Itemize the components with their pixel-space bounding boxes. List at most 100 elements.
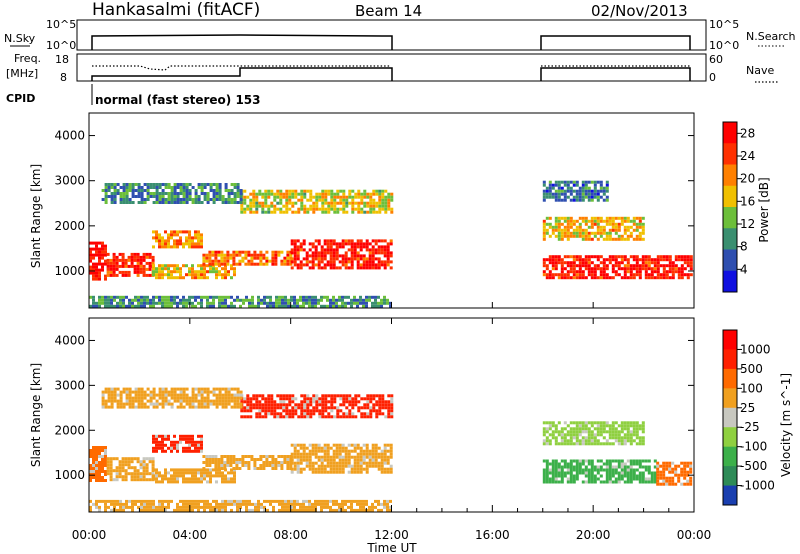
power-echo-cell bbox=[256, 256, 260, 260]
velocity-echo-cell bbox=[575, 462, 579, 466]
velocity-echo-cell bbox=[599, 424, 603, 428]
power-echo-cell bbox=[342, 201, 346, 205]
power-echo-cell bbox=[98, 277, 101, 281]
velocity-echo-cell bbox=[206, 468, 209, 472]
power-echo-cell bbox=[145, 252, 149, 256]
power-echo-cell bbox=[89, 241, 92, 245]
velocity-echo-cell bbox=[605, 477, 609, 481]
velocity-echo-cell bbox=[152, 477, 155, 481]
velocity-echo-cell bbox=[203, 474, 206, 478]
velocity-echo-cell bbox=[247, 461, 251, 464]
velocity-echo-cell bbox=[302, 452, 306, 456]
power-echo-cell bbox=[602, 264, 606, 268]
velocity-echo-cell bbox=[335, 502, 338, 506]
power-echo-cell bbox=[686, 264, 690, 268]
power-echo-cell bbox=[377, 266, 381, 270]
velocity-echo-cell bbox=[185, 502, 188, 506]
velocity-echo-cell bbox=[605, 459, 609, 463]
velocity-echo-cell bbox=[230, 502, 233, 506]
velocity-echo-cell bbox=[593, 421, 597, 425]
power-echo-cell bbox=[290, 248, 294, 252]
velocity-echo-cell bbox=[584, 436, 588, 440]
velocity-echo-cell bbox=[182, 437, 185, 441]
velocity-echo-cell bbox=[148, 457, 152, 461]
power-echo-cell bbox=[339, 198, 343, 202]
power-echo-cell bbox=[182, 198, 186, 201]
velocity-echo-cell bbox=[279, 412, 283, 416]
velocity-echo-cell bbox=[218, 399, 222, 403]
power-echo-cell bbox=[605, 276, 609, 280]
power-echo-cell bbox=[357, 195, 361, 199]
power-echo-cell bbox=[176, 230, 179, 234]
velocity-echo-cell bbox=[341, 470, 345, 474]
velocity-echo-cell bbox=[314, 446, 318, 450]
power-echo-cell bbox=[632, 228, 636, 232]
velocity-echo-cell bbox=[233, 393, 237, 397]
power-echo-cell bbox=[554, 198, 558, 202]
velocity-echo-cell bbox=[668, 482, 672, 486]
velocity-echo-cell bbox=[587, 427, 591, 431]
power-echo-cell bbox=[362, 298, 365, 302]
velocity-echo-cell bbox=[224, 405, 228, 409]
velocity-echo-cell bbox=[545, 430, 549, 434]
power-echo-cell bbox=[626, 234, 630, 238]
velocity-echo-cell bbox=[327, 394, 331, 398]
power-echo-cell bbox=[89, 247, 92, 251]
power-echo-cell bbox=[155, 183, 159, 186]
velocity-echo-cell bbox=[320, 499, 323, 503]
velocity-echo-cell bbox=[205, 464, 209, 467]
power-echo-cell bbox=[140, 295, 143, 299]
power-echo-cell bbox=[276, 201, 280, 205]
power-echo-cell bbox=[321, 192, 325, 196]
power-echo-cell bbox=[587, 189, 591, 193]
power-echo-cell bbox=[575, 183, 579, 187]
power-echo-cell bbox=[341, 304, 344, 308]
power-echo-cell bbox=[285, 198, 289, 202]
power-echo-cell bbox=[104, 259, 107, 263]
velocity-echo-cell bbox=[333, 394, 337, 398]
power-echo-cell bbox=[599, 273, 603, 277]
velocity-echo-cell bbox=[359, 502, 362, 506]
power-echo-cell bbox=[605, 189, 609, 193]
power-echo-cell bbox=[236, 295, 239, 299]
velocity-echo-cell bbox=[587, 477, 591, 481]
power-echo-cell bbox=[545, 189, 549, 193]
velocity-echo-cell bbox=[194, 399, 198, 403]
velocity-echo-cell bbox=[353, 508, 356, 512]
velocity-echo-cell bbox=[656, 473, 660, 477]
velocity-echo-cell bbox=[587, 468, 591, 472]
power-echo-cell bbox=[136, 261, 140, 265]
velocity-echo-cell bbox=[605, 471, 609, 475]
power-echo-cell bbox=[191, 273, 194, 277]
power-echo-cell bbox=[590, 222, 594, 226]
velocity-echo-cell bbox=[107, 387, 111, 391]
power-echo-cell bbox=[220, 253, 224, 257]
velocity-echo-cell bbox=[336, 409, 340, 413]
velocity-echo-cell bbox=[332, 467, 336, 471]
velocity-echo-cell bbox=[572, 474, 576, 478]
power-echo-cell bbox=[569, 216, 573, 220]
velocity-echo-cell bbox=[332, 458, 336, 462]
power-echo-cell bbox=[161, 242, 164, 246]
power-echo-cell bbox=[280, 262, 284, 266]
velocity-echo-cell bbox=[170, 446, 173, 450]
power-echo-cell bbox=[635, 273, 639, 277]
power-echo-cell bbox=[354, 192, 358, 196]
velocity-echo-cell bbox=[224, 390, 228, 394]
power-echo-cell bbox=[155, 233, 158, 237]
power-echo-cell bbox=[363, 201, 367, 205]
velocity-echo-cell bbox=[124, 457, 128, 461]
velocity-echo-cell bbox=[152, 505, 155, 509]
power-echo-cell bbox=[152, 201, 156, 204]
velocity-echo-cell bbox=[200, 434, 203, 438]
velocity-echo-cell bbox=[332, 502, 335, 506]
power-echo-cell bbox=[335, 257, 339, 261]
velocity-echo-cell bbox=[641, 471, 645, 475]
velocity-echo-cell bbox=[345, 412, 349, 416]
velocity-echo-cell bbox=[390, 406, 394, 410]
velocity-echo-cell bbox=[566, 468, 570, 472]
power-echo-cell bbox=[136, 258, 140, 262]
power-echo-cell bbox=[324, 192, 328, 196]
power-echo-cell bbox=[146, 198, 150, 201]
velocity-echo-cell bbox=[359, 452, 363, 456]
